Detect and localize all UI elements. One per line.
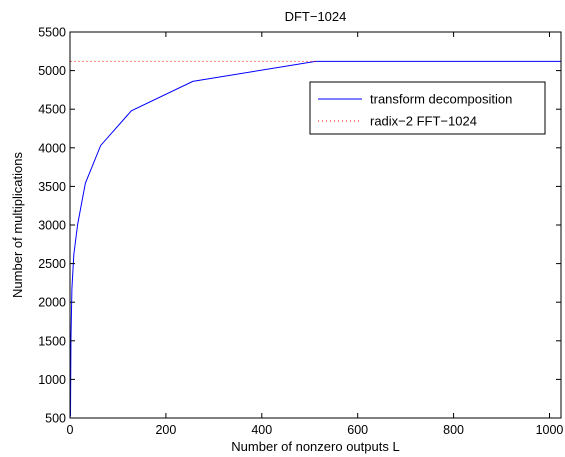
y-tick-label: 3500 xyxy=(38,180,66,194)
y-axis-label: Number of multiplications xyxy=(10,152,25,298)
y-tick-label: 5000 xyxy=(38,64,66,78)
axis-ticks: 0 200 400 600 800 1000 500 1000 1500 2000 2500 3000… xyxy=(38,26,563,438)
legend-label-1: transform decomposition xyxy=(370,92,512,107)
y-tick-label: 1000 xyxy=(38,373,66,387)
y-tick-label: 4500 xyxy=(38,103,66,117)
y-tick-label: 4000 xyxy=(38,141,66,155)
plot-marks xyxy=(69,60,561,417)
x-tick-label: 1000 xyxy=(536,423,564,437)
y-tick-label: 1500 xyxy=(38,334,66,348)
y-tick-label: 5500 xyxy=(38,26,66,40)
legend-box xyxy=(309,81,546,135)
legend: transform decomposition radix−2 FFT−1024 xyxy=(309,81,546,135)
x-tick-label: 600 xyxy=(347,423,368,437)
legend-label-2: radix−2 FFT−1024 xyxy=(370,114,477,129)
x-tick-label: 200 xyxy=(155,423,176,437)
x-tick-label: 400 xyxy=(251,423,272,437)
x-tick-label: 800 xyxy=(443,423,464,437)
x-tick-label: 0 xyxy=(67,423,74,437)
y-tick-label: 2000 xyxy=(38,296,66,310)
y-tick-label: 2500 xyxy=(38,257,66,271)
chart-title: DFT−1024 xyxy=(285,9,347,24)
series-line-1 xyxy=(69,60,561,417)
y-tick-label: 3000 xyxy=(38,219,66,233)
y-tick-label: 500 xyxy=(45,412,66,426)
x-axis-label: Number of nonzero outputs L xyxy=(231,439,399,454)
